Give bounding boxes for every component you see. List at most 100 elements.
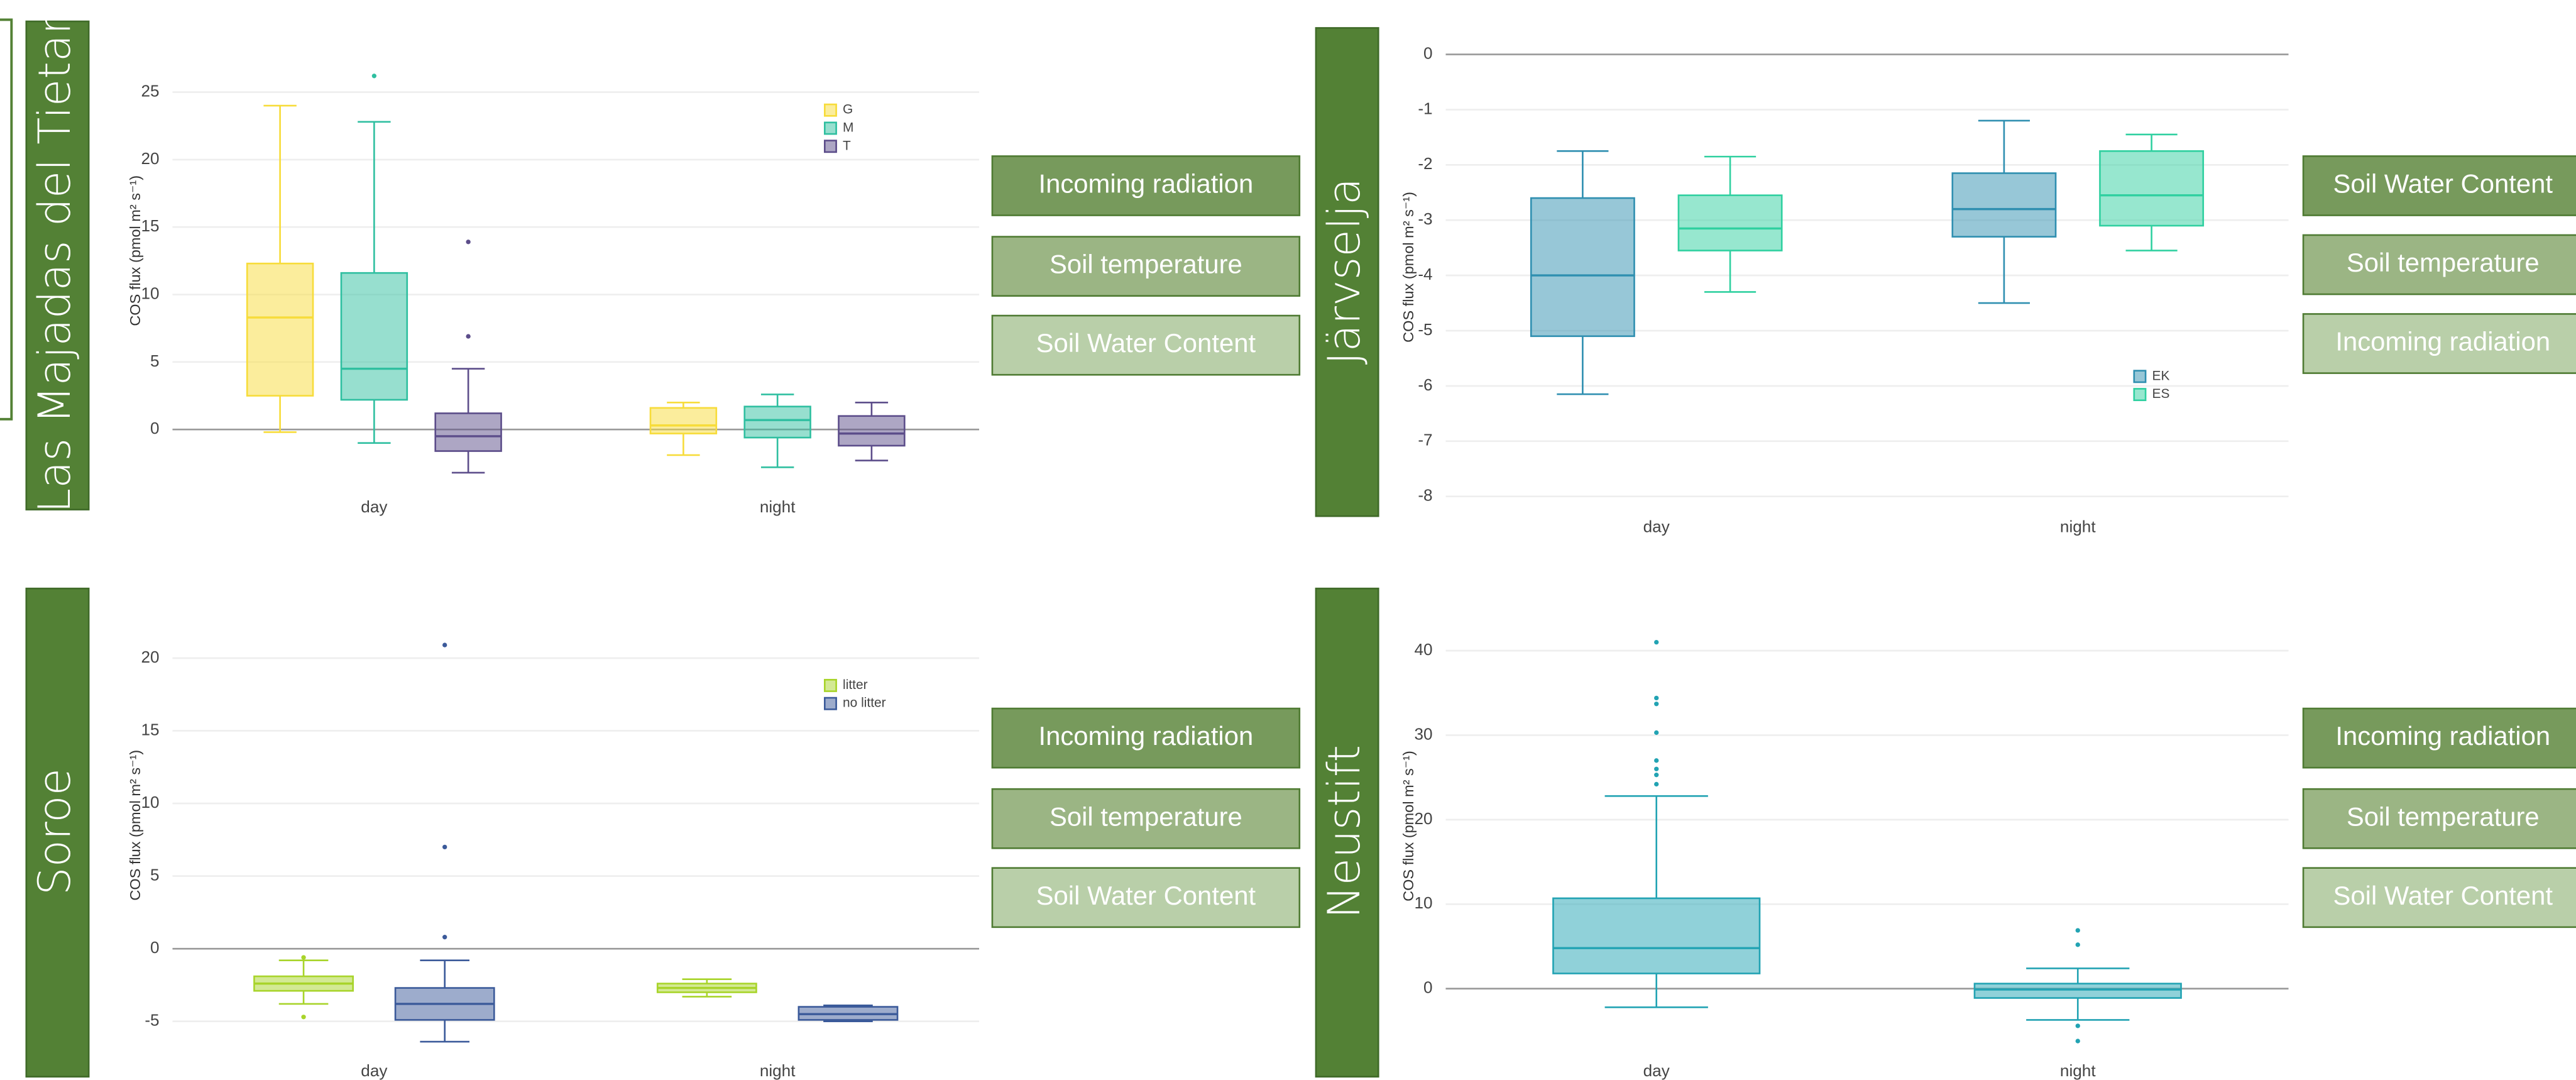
x-tick-label: day: [361, 1061, 388, 1080]
button-face[interactable]: [991, 155, 1301, 216]
legend-label: M: [843, 120, 853, 135]
legend-label: EK: [2152, 368, 2170, 383]
y-axis-label: COS flux (pmol m² s⁻¹): [1400, 192, 1417, 343]
legend-swatch: [2133, 388, 2147, 402]
driver-button[interactable]: Incoming radiation: [2302, 313, 2576, 374]
button-label[interactable]: Incoming radiation: [1039, 169, 1254, 199]
y-tick-label: 40: [1414, 640, 1432, 659]
box: [743, 405, 811, 439]
button-label[interactable]: Soil temperature: [1050, 802, 1242, 831]
outlier: [1654, 758, 1659, 763]
button-label[interactable]: Incoming radiation: [1039, 721, 1254, 751]
button-face[interactable]: [991, 788, 1301, 849]
x-tick-label: night: [2060, 1061, 2096, 1080]
site-title: Neustift: [1318, 745, 1370, 918]
driver-button[interactable]: Soil temperature: [2302, 788, 2576, 849]
y-axis-label: COS flux (pmol m² s⁻¹): [127, 175, 143, 326]
button-face[interactable]: [991, 314, 1301, 376]
button-label[interactable]: Soil temperature: [1050, 250, 1242, 279]
button-face[interactable]: [2302, 707, 2576, 769]
legend-label: no litter: [843, 696, 886, 710]
y-tick-label: 20: [141, 647, 160, 666]
legend-label: G: [843, 102, 853, 117]
box: [1973, 983, 2182, 999]
driver-button[interactable]: Soil Water Content: [991, 867, 1301, 928]
y-tick-label: 25: [141, 81, 160, 100]
y-tick-label: -3: [1418, 209, 1432, 228]
button-label[interactable]: Soil temperature: [2347, 802, 2540, 831]
site-title-box: [1315, 27, 1379, 517]
button-label[interactable]: Soil Water Content: [1036, 881, 1256, 910]
outlier: [1654, 702, 1659, 707]
driver-button[interactable]: Soil Water Content: [2302, 867, 2576, 928]
y-tick-label: 20: [141, 149, 160, 168]
legend-label: ES: [2152, 387, 2170, 401]
box: [340, 272, 408, 401]
outlier: [2075, 1039, 2080, 1044]
button-label[interactable]: Soil temperature: [2347, 248, 2540, 277]
outlier: [442, 844, 447, 850]
y-tick-label: 0: [150, 419, 160, 438]
site-title-box: [1315, 587, 1379, 1078]
y-tick-label: 5: [150, 865, 160, 884]
legend-swatch: [824, 121, 837, 135]
y-tick-label: 20: [1414, 809, 1432, 828]
button-label[interactable]: Incoming radiation: [2335, 721, 2550, 751]
driver-button[interactable]: Soil Water Content: [2302, 155, 2576, 216]
driver-button[interactable]: Soil temperature: [991, 236, 1301, 297]
driver-button[interactable]: Soil temperature: [991, 788, 1301, 849]
x-tick-label: night: [760, 1061, 796, 1080]
box: [1677, 194, 1783, 251]
y-tick-label: 0: [1423, 43, 1433, 62]
legend-label: litter: [843, 678, 868, 692]
outlier: [442, 642, 447, 647]
outlier: [1654, 639, 1659, 645]
site-title: Järvselja: [1318, 178, 1370, 365]
button-label[interactable]: Soil Water Content: [2333, 169, 2553, 199]
button-face[interactable]: [2302, 867, 2576, 928]
edge-frame: [0, 18, 13, 421]
outlier: [2075, 942, 2080, 947]
y-tick-label: 0: [150, 938, 160, 957]
legend-swatch: [824, 103, 837, 117]
outlier: [2075, 1023, 2080, 1028]
button-face[interactable]: [2302, 313, 2576, 374]
button-face[interactable]: [991, 707, 1301, 769]
button-face[interactable]: [2302, 788, 2576, 849]
y-tick-label: 10: [141, 793, 160, 812]
button-face[interactable]: [2302, 155, 2576, 216]
y-tick-label: -2: [1418, 154, 1432, 173]
legend-label: T: [843, 138, 851, 153]
button-label[interactable]: Soil Water Content: [2333, 881, 2553, 910]
x-tick-label: night: [2060, 517, 2096, 536]
driver-button[interactable]: Incoming radiation: [2302, 707, 2576, 769]
driver-button[interactable]: Incoming radiation: [991, 155, 1301, 216]
driver-button[interactable]: Soil temperature: [2302, 234, 2576, 295]
y-tick-label: 0: [1423, 978, 1433, 997]
box: [649, 407, 718, 434]
button-label[interactable]: Incoming radiation: [2335, 327, 2550, 356]
site-title-box: [25, 20, 90, 510]
driver-button[interactable]: Incoming radiation: [991, 707, 1301, 769]
y-axis-label: COS flux (pmol m² s⁻¹): [127, 750, 143, 901]
site-title-box: [25, 587, 90, 1078]
legend-swatch: [824, 140, 837, 153]
outlier: [1654, 766, 1659, 771]
box: [246, 262, 314, 397]
button-label[interactable]: Soil Water Content: [1036, 328, 1256, 358]
driver-button[interactable]: Soil Water Content: [991, 314, 1301, 376]
box: [1530, 197, 1635, 338]
button-face[interactable]: [991, 867, 1301, 928]
y-tick-label: 15: [141, 216, 160, 235]
button-face[interactable]: [2302, 234, 2576, 295]
button-face[interactable]: [991, 236, 1301, 297]
outlier: [371, 74, 377, 79]
x-tick-label: day: [1643, 517, 1670, 536]
outlier: [466, 240, 471, 245]
y-tick-label: -6: [1418, 375, 1432, 394]
x-tick-label: day: [361, 497, 388, 516]
box: [838, 415, 906, 447]
outlier: [2075, 928, 2080, 933]
